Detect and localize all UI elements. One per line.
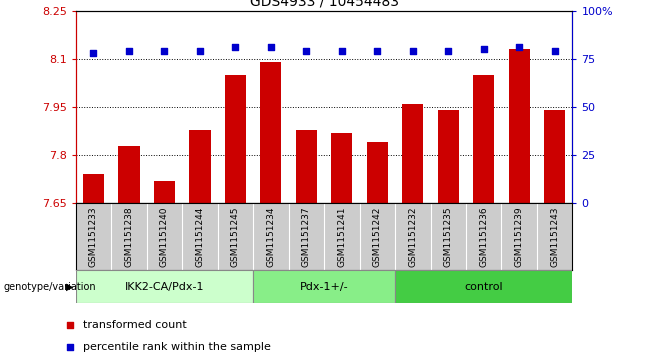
Point [407,48,418,54]
Text: control: control [465,282,503,292]
Text: GSM1151233: GSM1151233 [89,207,98,267]
Point [514,45,524,50]
Text: GSM1151241: GSM1151241 [338,207,346,267]
Point [230,45,241,50]
Bar [118,146,139,203]
Text: GSM1151244: GSM1151244 [195,207,205,267]
Point [159,48,170,54]
Text: genotype/variation: genotype/variation [3,282,96,292]
Text: GSM1151237: GSM1151237 [302,207,311,267]
Text: transformed count: transformed count [83,321,187,330]
Text: Pdx-1+/-: Pdx-1+/- [300,282,348,292]
Bar [154,181,175,203]
Text: GSM1151235: GSM1151235 [443,207,453,267]
Point [336,48,347,54]
Point [266,45,276,50]
Bar [295,130,317,203]
Bar [509,49,530,203]
Point [301,48,312,54]
Bar [544,110,565,203]
Bar [190,130,211,203]
Bar [260,62,282,203]
Point [372,48,382,54]
Bar [402,104,424,203]
Point [478,46,489,52]
Text: IKK2-CA/Pdx-1: IKK2-CA/Pdx-1 [124,282,204,292]
Point [549,48,560,54]
Bar [367,142,388,203]
Text: ▶: ▶ [66,282,73,292]
Text: GSM1151234: GSM1151234 [266,207,275,267]
Text: GSM1151245: GSM1151245 [231,207,240,267]
Text: GSM1151236: GSM1151236 [479,207,488,267]
Bar [395,270,572,303]
Bar [253,270,395,303]
Bar [76,270,253,303]
Bar [83,175,104,203]
Bar [331,133,353,203]
Text: GSM1151243: GSM1151243 [550,207,559,267]
Text: GSM1151242: GSM1151242 [373,207,382,267]
Bar [224,75,246,203]
Text: GSM1151232: GSM1151232 [408,207,417,267]
Point [124,48,134,54]
Bar [438,110,459,203]
Text: GSM1151239: GSM1151239 [515,207,524,267]
Point [88,50,99,56]
Text: percentile rank within the sample: percentile rank within the sample [83,342,271,352]
Bar [473,75,494,203]
Point [443,48,453,54]
Point [195,48,205,54]
Text: GSM1151238: GSM1151238 [124,207,134,267]
Point [65,322,76,328]
Point [65,344,76,350]
Title: GDS4933 / 10454483: GDS4933 / 10454483 [249,0,399,8]
Text: GSM1151240: GSM1151240 [160,207,169,267]
